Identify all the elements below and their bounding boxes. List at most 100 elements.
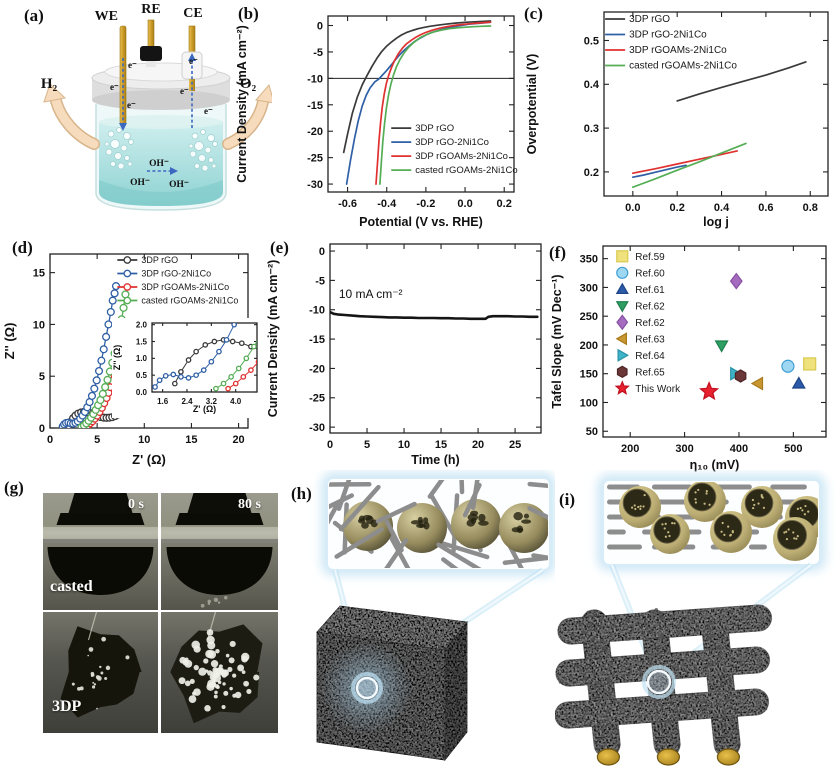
marker — [699, 381, 720, 401]
casted-structure-illustration — [316, 472, 555, 762]
svg-text:3DP rGO: 3DP rGO — [141, 255, 178, 265]
svg-text:Current Density (mA cm⁻²): Current Density (mA cm⁻²) — [266, 260, 280, 418]
series-group — [699, 272, 817, 401]
rod-end-core — [596, 748, 621, 766]
svg-text:0.0: 0.0 — [136, 388, 148, 397]
svg-text:1.0: 1.0 — [136, 354, 148, 363]
series-casted rGOAMs-2Ni1Co — [631, 142, 747, 189]
svg-text:casted rGOAMs-2Ni1Co: casted rGOAMs-2Ni1Co — [415, 165, 517, 176]
svg-text:0.2: 0.2 — [670, 202, 685, 214]
svg-text:2.4: 2.4 — [181, 397, 193, 406]
series-3DP rGOAMs-2Ni1Co — [631, 150, 738, 175]
series-3DP rGO — [174, 339, 257, 385]
svg-text:350: 350 — [580, 254, 598, 266]
panel-d-label: (d) — [12, 238, 33, 257]
svg-text:250: 250 — [580, 311, 598, 323]
svg-text:20: 20 — [472, 439, 484, 451]
liquid-surface — [99, 115, 223, 129]
annotation: 10 mA cm⁻² — [339, 287, 403, 301]
svg-text:50: 50 — [586, 426, 598, 438]
stability-chart: 0 5 10 15 20 25 0 -5 -10 -15 -20 -25 -30 Time (h) Curr… — [266, 243, 542, 467]
svg-text:-5: -5 — [315, 275, 325, 287]
svg-text:3DP rGO-2Ni1Co: 3DP rGO-2Ni1Co — [629, 30, 707, 41]
casted-sample-label: casted — [50, 578, 93, 595]
marker — [614, 380, 630, 395]
svg-text:-30: -30 — [309, 422, 325, 434]
o2-arrow — [223, 97, 268, 149]
svg-text:15: 15 — [185, 434, 197, 446]
svg-text:Overpotential (V): Overpotential (V) — [525, 54, 539, 155]
marker — [729, 272, 743, 290]
svg-text:10: 10 — [138, 434, 150, 446]
svg-text:casted rGOAMs-2Ni1Co: casted rGOAMs-2Ni1Co — [141, 296, 238, 306]
printed-sample-label: 3DP — [52, 698, 82, 715]
svg-text:0.2: 0.2 — [497, 198, 512, 210]
legend: Ref.59 Ref.60 Ref.61 Ref.62 Ref.62 Ref.63 Ref.… — [614, 250, 681, 395]
svg-text:This Work: This Work — [635, 384, 681, 395]
svg-text:3DP rGO-2Ni1Co: 3DP rGO-2Ni1Co — [415, 137, 489, 148]
series-group — [152, 323, 257, 392]
o2-label: O₂ — [240, 76, 257, 92]
svg-text:log j: log j — [703, 215, 729, 229]
legend: 3DP rGO 3DP rGO-2Ni1Co 3DP rGOAMs-2Ni1Co ca… — [117, 255, 238, 306]
electron-label: e⁻ — [127, 100, 136, 110]
svg-text:3.2: 3.2 — [206, 397, 218, 406]
svg-text:-25: -25 — [309, 393, 325, 405]
re-label: RE — [141, 2, 160, 17]
svg-text:5: 5 — [364, 439, 370, 451]
svg-text:-20: -20 — [307, 126, 323, 138]
bubble-release-photos — [43, 493, 278, 733]
svg-text:-0.2: -0.2 — [416, 198, 435, 210]
marker — [615, 301, 629, 313]
arrowhead-down-icon — [119, 123, 127, 131]
marker — [750, 376, 764, 391]
svg-text:0.6: 0.6 — [758, 202, 773, 214]
printed-lattice — [555, 604, 772, 766]
axes: -0.6 -0.4 -0.2 0.0 0.2 0 -5 -10 -15 -20 -25 -30 — [307, 16, 514, 210]
cell-schematic: WE RE CE H₂ O₂ e⁻ e⁻ e⁻ e⁻ e⁻ e⁻ OH⁻ OH⁻… — [41, 2, 272, 211]
svg-text:0: 0 — [327, 439, 333, 451]
svg-text:0.5: 0.5 — [136, 371, 148, 380]
svg-text:400: 400 — [730, 443, 748, 455]
o2-arrowhead-icon — [255, 83, 272, 104]
arrowhead-up-icon — [188, 53, 196, 61]
random-rods-front — [334, 480, 548, 568]
svg-text:-15: -15 — [309, 334, 325, 346]
axes: 0.0 0.2 0.4 0.6 0.8 0.2 0.3 0.4 0.5 — [584, 12, 828, 214]
marker — [791, 376, 806, 389]
panel-a-label: (a) — [24, 6, 44, 25]
svg-text:Potential (V vs. RHE): Potential (V vs. RHE) — [359, 215, 483, 229]
electron-label: e⁻ — [128, 60, 137, 70]
ce-label: CE — [183, 6, 202, 21]
svg-text:5: 5 — [39, 371, 45, 383]
comparison-scatter-chart: 200 300 400 500 50 100 150 200 250 300 350 η₁₀ (mV)… — [550, 245, 827, 472]
nyquist-inset-chart: 1.6 2.4 3.2 4.0 0.0 0.5 1.0 1.5 2.0 Z' (Ω) Z'' (Ω) — [112, 318, 262, 418]
panel-c-label: (c) — [524, 4, 543, 23]
series-group — [631, 61, 807, 189]
svg-text:0.0: 0.0 — [625, 202, 640, 214]
svg-text:3DP rGO: 3DP rGO — [415, 123, 454, 134]
axes: 0 5 10 15 20 25 0 -5 -10 -15 -20 -25 -30 — [309, 244, 541, 451]
svg-text:500: 500 — [784, 443, 802, 455]
callout-content — [607, 482, 818, 561]
series-line — [330, 310, 539, 321]
marker — [734, 369, 747, 383]
hydroxide-label: OH⁻ — [130, 178, 150, 188]
svg-text:1.6: 1.6 — [157, 397, 169, 406]
svg-text:3DP rGOAMs-2Ni1Co: 3DP rGOAMs-2Ni1Co — [629, 45, 727, 56]
svg-text:10: 10 — [398, 439, 410, 451]
arrowhead-right-icon — [170, 167, 178, 175]
marker — [615, 282, 629, 295]
svg-text:0: 0 — [319, 246, 325, 258]
printed-structure-illustration — [555, 474, 826, 766]
svg-text:0: 0 — [39, 423, 45, 435]
svg-text:25: 25 — [509, 439, 521, 451]
svg-text:200: 200 — [621, 443, 639, 455]
svg-text:0.2: 0.2 — [584, 167, 599, 179]
series-3DP rGO — [676, 61, 807, 102]
series-group — [342, 20, 492, 185]
zoom-circle — [355, 676, 379, 700]
marker — [616, 365, 628, 378]
svg-text:3DP rGOAMs-2Ni1Co: 3DP rGOAMs-2Ni1Co — [415, 151, 508, 162]
svg-text:20: 20 — [232, 434, 244, 446]
